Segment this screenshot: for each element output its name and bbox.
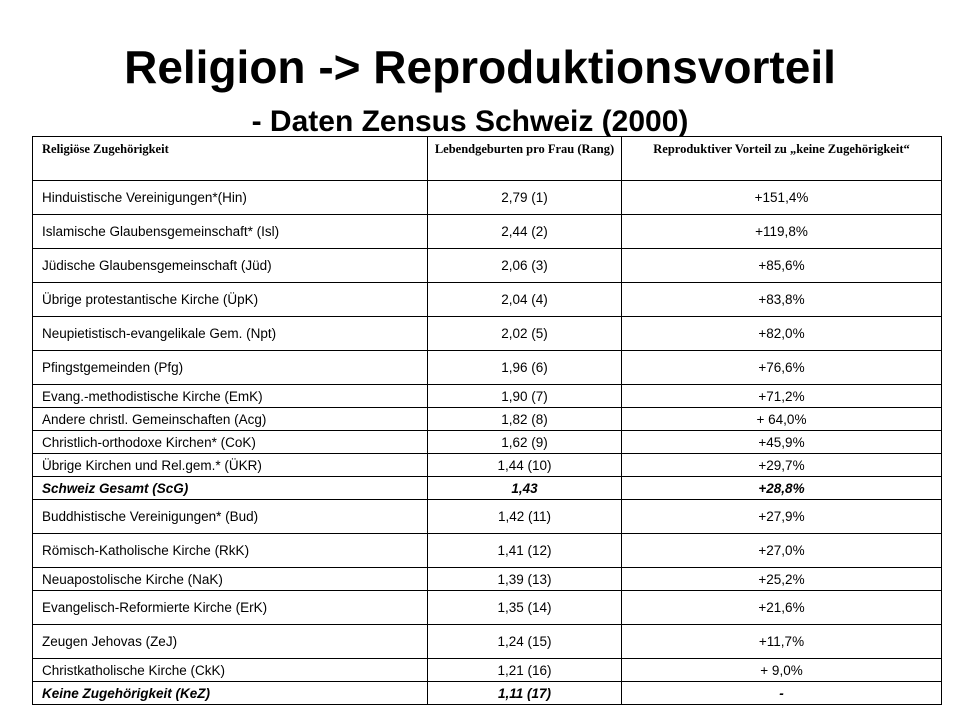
table-header-row: Religiöse Zugehörigkeit Lebendgeburten p… (32, 136, 942, 181)
cell-live-births: 1,43 (427, 476, 622, 500)
table-row: Christlich-orthodoxe Kirchen* (CoK) 1,62 … (32, 430, 942, 454)
cell-live-births: 1,62 (9) (427, 430, 622, 454)
table-row: Pfingstgemeinden (Pfg) 1,96 (6) +76,6% (32, 350, 942, 385)
cell-reproductive-advantage: +11,7% (621, 624, 942, 659)
table-row: Evang.-methodistische Kirche (EmK) 1,90 (… (32, 384, 942, 408)
cell-live-births: 1,35 (14) (427, 590, 622, 625)
header-reproductive-advantage: Reproduktiver Vorteil zu „keine Zugehöri… (621, 136, 942, 181)
cell-live-births: 1,82 (8) (427, 407, 622, 431)
cell-religious-affiliation: Schweiz Gesamt (ScG) (32, 476, 428, 500)
table-row: Römisch-Katholische Kirche (RkK) 1,41 (12… (32, 533, 942, 568)
religion-fertility-table: Religiöse Zugehörigkeit Lebendgeburten p… (32, 136, 942, 705)
cell-live-births: 2,06 (3) (427, 248, 622, 283)
cell-reproductive-advantage: +27,9% (621, 499, 942, 534)
table-row: Übrige Kirchen und Rel.gem.* (ÜKR) 1,44 (… (32, 453, 942, 477)
cell-live-births: 1,44 (10) (427, 453, 622, 477)
cell-religious-affiliation: Zeugen Jehovas (ZeJ) (32, 624, 428, 659)
cell-live-births: 2,79 (1) (427, 180, 622, 215)
header-religious-affiliation: Religiöse Zugehörigkeit (32, 136, 428, 181)
cell-reproductive-advantage: + 9,0% (621, 658, 942, 682)
table-row: Christkatholische Kirche (CkK) 1,21 (16) +… (32, 658, 942, 682)
cell-religious-affiliation: Christlich-orthodoxe Kirchen* (CoK) (32, 430, 428, 454)
header-live-births: Lebendgeburten pro Frau (Rang) (427, 136, 622, 181)
cell-reproductive-advantage: +21,6% (621, 590, 942, 625)
cell-live-births: 2,44 (2) (427, 214, 622, 249)
table-row: Übrige protestantische Kirche (ÜpK) 2,04 … (32, 282, 942, 317)
table-row: Buddhistische Vereinigungen* (Bud) 1,42 (… (32, 499, 942, 534)
cell-religious-affiliation: Hinduistische Vereinigungen*(Hin) (32, 180, 428, 215)
cell-reproductive-advantage: +151,4% (621, 180, 942, 215)
cell-religious-affiliation: Evang.-methodistische Kirche (EmK) (32, 384, 428, 408)
cell-reproductive-advantage: +83,8% (621, 282, 942, 317)
table-body: Hinduistische Vereinigungen*(Hin) 2,79 (1… (32, 180, 942, 705)
table-row: Jüdische Glaubensgemeinschaft (Jüd) 2,06 … (32, 248, 942, 283)
cell-reproductive-advantage: +119,8% (621, 214, 942, 249)
cell-reproductive-advantage: +76,6% (621, 350, 942, 385)
cell-reproductive-advantage: +27,0% (621, 533, 942, 568)
table-row: Neuapostolische Kirche (NaK) 1,39 (13) +25… (32, 567, 942, 591)
cell-reproductive-advantage: +71,2% (621, 384, 942, 408)
table-row: Keine Zugehörigkeit (KeZ) 1,11 (17) - (32, 681, 942, 705)
cell-live-births: 1,41 (12) (427, 533, 622, 568)
cell-reproductive-advantage: +29,7% (621, 453, 942, 477)
cell-live-births: 2,04 (4) (427, 282, 622, 317)
cell-religious-affiliation: Übrige Kirchen und Rel.gem.* (ÜKR) (32, 453, 428, 477)
cell-reproductive-advantage: +28,8% (621, 476, 942, 500)
cell-religious-affiliation: Buddhistische Vereinigungen* (Bud) (32, 499, 428, 534)
cell-live-births: 1,90 (7) (427, 384, 622, 408)
slide-title: Religion -> Reproduktionsvorteil (124, 41, 836, 93)
cell-religious-affiliation: Neupietistisch-evangelikale Gem. (Npt) (32, 316, 428, 351)
table-row: Hinduistische Vereinigungen*(Hin) 2,79 (1… (32, 180, 942, 215)
table-row: Zeugen Jehovas (ZeJ) 1,24 (15) +11,7% (32, 624, 942, 659)
table-row: Schweiz Gesamt (ScG) 1,43 +28,8% (32, 476, 942, 500)
cell-religious-affiliation: Christkatholische Kirche (CkK) (32, 658, 428, 682)
cell-religious-affiliation: Pfingstgemeinden (Pfg) (32, 350, 428, 385)
cell-religious-affiliation: Jüdische Glaubensgemeinschaft (Jüd) (32, 248, 428, 283)
cell-reproductive-advantage: +82,0% (621, 316, 942, 351)
cell-religious-affiliation: Neuapostolische Kirche (NaK) (32, 567, 428, 591)
cell-live-births: 1,24 (15) (427, 624, 622, 659)
cell-reproductive-advantage: +85,6% (621, 248, 942, 283)
cell-live-births: 1,21 (16) (427, 658, 622, 682)
cell-religious-affiliation: Keine Zugehörigkeit (KeZ) (32, 681, 428, 705)
cell-reproductive-advantage: +45,9% (621, 430, 942, 454)
cell-religious-affiliation: Evangelisch-Reformierte Kirche (ErK) (32, 590, 428, 625)
table-row: Evangelisch-Reformierte Kirche (ErK) 1,35… (32, 590, 942, 625)
cell-religious-affiliation: Islamische Glaubensgemeinschaft* (Isl) (32, 214, 428, 249)
table-row: Andere christl. Gemeinschaften (Acg) 1,82… (32, 407, 942, 431)
table-row: Islamische Glaubensgemeinschaft* (Isl) 2,… (32, 214, 942, 249)
cell-religious-affiliation: Andere christl. Gemeinschaften (Acg) (32, 407, 428, 431)
cell-live-births: 2,02 (5) (427, 316, 622, 351)
cell-live-births: 1,11 (17) (427, 681, 622, 705)
cell-live-births: 1,42 (11) (427, 499, 622, 534)
cell-religious-affiliation: Übrige protestantische Kirche (ÜpK) (32, 282, 428, 317)
table-row: Neupietistisch-evangelikale Gem. (Npt) 2,… (32, 316, 942, 351)
cell-live-births: 1,96 (6) (427, 350, 622, 385)
cell-reproductive-advantage: +25,2% (621, 567, 942, 591)
slide-subtitle: - Daten Zensus Schweiz (2000) (251, 105, 689, 138)
cell-reproductive-advantage: + 64,0% (621, 407, 942, 431)
cell-religious-affiliation: Römisch-Katholische Kirche (RkK) (32, 533, 428, 568)
cell-live-births: 1,39 (13) (427, 567, 622, 591)
cell-reproductive-advantage: - (621, 681, 942, 705)
